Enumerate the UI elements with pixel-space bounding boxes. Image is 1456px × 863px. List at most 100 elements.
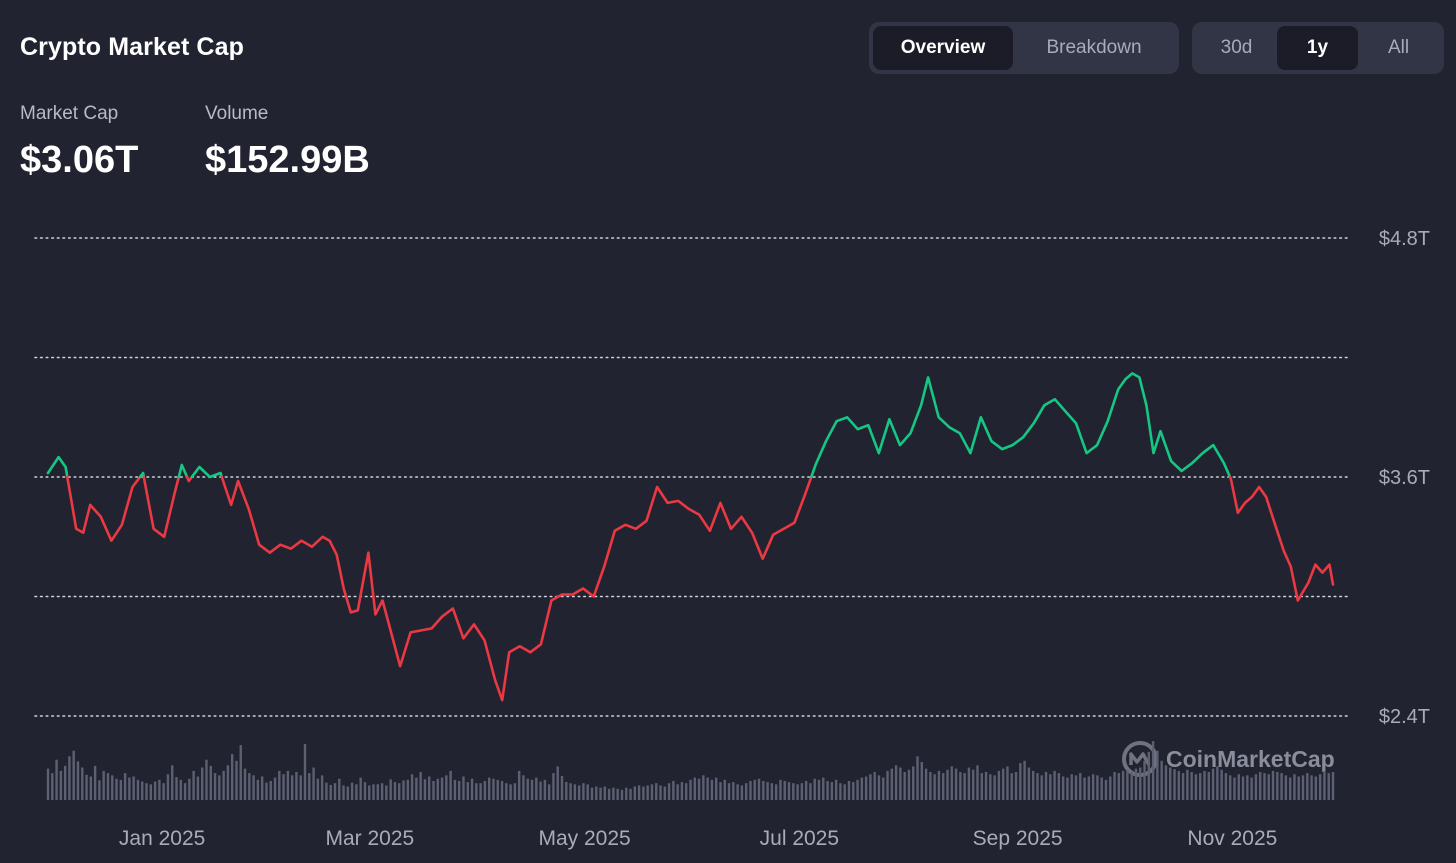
volume-bar bbox=[123, 773, 127, 800]
volume-bar bbox=[303, 744, 307, 800]
volume-bar bbox=[595, 786, 598, 800]
volume-bar bbox=[582, 783, 585, 800]
volume-bar bbox=[51, 773, 54, 800]
volume-bar bbox=[899, 767, 902, 800]
volume-bar bbox=[355, 784, 358, 800]
volume-bar bbox=[1143, 760, 1146, 800]
range-all-button[interactable]: All bbox=[1387, 37, 1410, 58]
volume-bar bbox=[642, 786, 645, 800]
volume-bar bbox=[912, 766, 915, 800]
volume-bar bbox=[145, 783, 148, 800]
volume-bar bbox=[1233, 777, 1236, 800]
volume-bar bbox=[1190, 772, 1193, 800]
volume-bar bbox=[175, 777, 178, 800]
volume-bar bbox=[779, 779, 782, 800]
volume-bar bbox=[1267, 774, 1270, 800]
volume-bar bbox=[230, 754, 234, 800]
volume-bar bbox=[980, 773, 983, 800]
volume-bar bbox=[984, 772, 988, 800]
volume-bar bbox=[179, 779, 182, 800]
volume-bar bbox=[1019, 763, 1022, 800]
range-toggle: 30d 1y All bbox=[1192, 22, 1444, 74]
volume-bar bbox=[1284, 775, 1288, 800]
volume-bar bbox=[573, 784, 577, 800]
volume-bar bbox=[719, 782, 722, 800]
volume-bar bbox=[693, 777, 696, 800]
volume-bar bbox=[1224, 773, 1228, 800]
volume-bar bbox=[753, 779, 756, 800]
volume-bar bbox=[667, 783, 671, 800]
volume-bar bbox=[599, 787, 602, 800]
tab-overview[interactable]: Overview bbox=[873, 26, 1013, 70]
market-cap-series bbox=[46, 372, 1335, 702]
volume-bar bbox=[492, 778, 495, 800]
volume-bar bbox=[213, 773, 217, 800]
volume-bar bbox=[166, 774, 170, 800]
volume-bar bbox=[869, 774, 872, 800]
volume-bar bbox=[1220, 769, 1223, 800]
tab-breakdown[interactable]: Breakdown bbox=[1046, 37, 1142, 58]
volume-bar bbox=[428, 776, 431, 800]
volume-bar bbox=[1229, 775, 1232, 800]
volume-bar bbox=[740, 785, 744, 800]
volume-bar bbox=[1061, 776, 1065, 800]
volume-bar bbox=[269, 780, 272, 800]
volume-bar bbox=[1288, 777, 1292, 800]
volume-bar bbox=[46, 768, 50, 800]
volume-bar bbox=[577, 785, 581, 800]
volume-bar bbox=[676, 784, 679, 800]
volume-bar bbox=[744, 783, 748, 800]
volume-bar bbox=[847, 780, 851, 800]
volume-bar bbox=[192, 770, 195, 800]
volume-bar bbox=[350, 782, 354, 800]
volume-bar bbox=[757, 778, 761, 800]
volume-bar bbox=[119, 779, 123, 800]
volume-bar bbox=[723, 779, 726, 800]
volume-bar bbox=[111, 775, 114, 800]
volume-bar bbox=[834, 779, 838, 800]
series-segment-down bbox=[66, 475, 142, 542]
volume-bar bbox=[102, 770, 105, 800]
volume-bar bbox=[398, 783, 401, 800]
volume-bar bbox=[633, 786, 637, 800]
volume-bar bbox=[715, 777, 718, 800]
volume-bar bbox=[1010, 773, 1013, 800]
volume-bar bbox=[1301, 775, 1305, 800]
volume-bar bbox=[629, 788, 632, 800]
volume-bar bbox=[993, 775, 996, 800]
volume-bar bbox=[196, 776, 200, 800]
volume-bar bbox=[436, 778, 439, 800]
volume-bar bbox=[256, 779, 260, 800]
volume-bar bbox=[954, 768, 958, 800]
volume-bar bbox=[864, 776, 868, 800]
volume-bar bbox=[1121, 770, 1125, 800]
volume-bar bbox=[689, 779, 692, 800]
volume-bar bbox=[141, 781, 144, 800]
volume-bar bbox=[505, 783, 508, 800]
volume-bar bbox=[826, 780, 829, 800]
volume-bar bbox=[1258, 772, 1262, 800]
volume-bar bbox=[372, 784, 375, 800]
x-tick-label: May 2025 bbox=[538, 827, 630, 850]
series-segment-up bbox=[190, 465, 224, 479]
volume-bar bbox=[63, 765, 67, 800]
range-30d-button[interactable]: 30d bbox=[1220, 37, 1253, 58]
series-segment-up bbox=[46, 455, 69, 479]
x-tick-label: Sep 2025 bbox=[973, 827, 1063, 850]
volume-bar bbox=[522, 775, 525, 800]
volume-bar bbox=[98, 780, 101, 800]
volume-bar bbox=[556, 766, 559, 800]
volume-bar bbox=[672, 780, 675, 800]
volume-bar bbox=[158, 779, 161, 800]
volume-bar bbox=[346, 786, 350, 800]
volume-bar bbox=[942, 773, 945, 800]
volume-bar bbox=[890, 768, 894, 800]
volume-bar bbox=[1327, 773, 1330, 800]
volume-bar bbox=[1087, 776, 1091, 800]
volume-bar bbox=[153, 781, 157, 800]
volume-bar bbox=[479, 783, 482, 800]
range-1y-button[interactable]: 1y bbox=[1277, 26, 1358, 70]
volume-bar bbox=[359, 777, 362, 800]
volume-bar bbox=[136, 779, 140, 800]
